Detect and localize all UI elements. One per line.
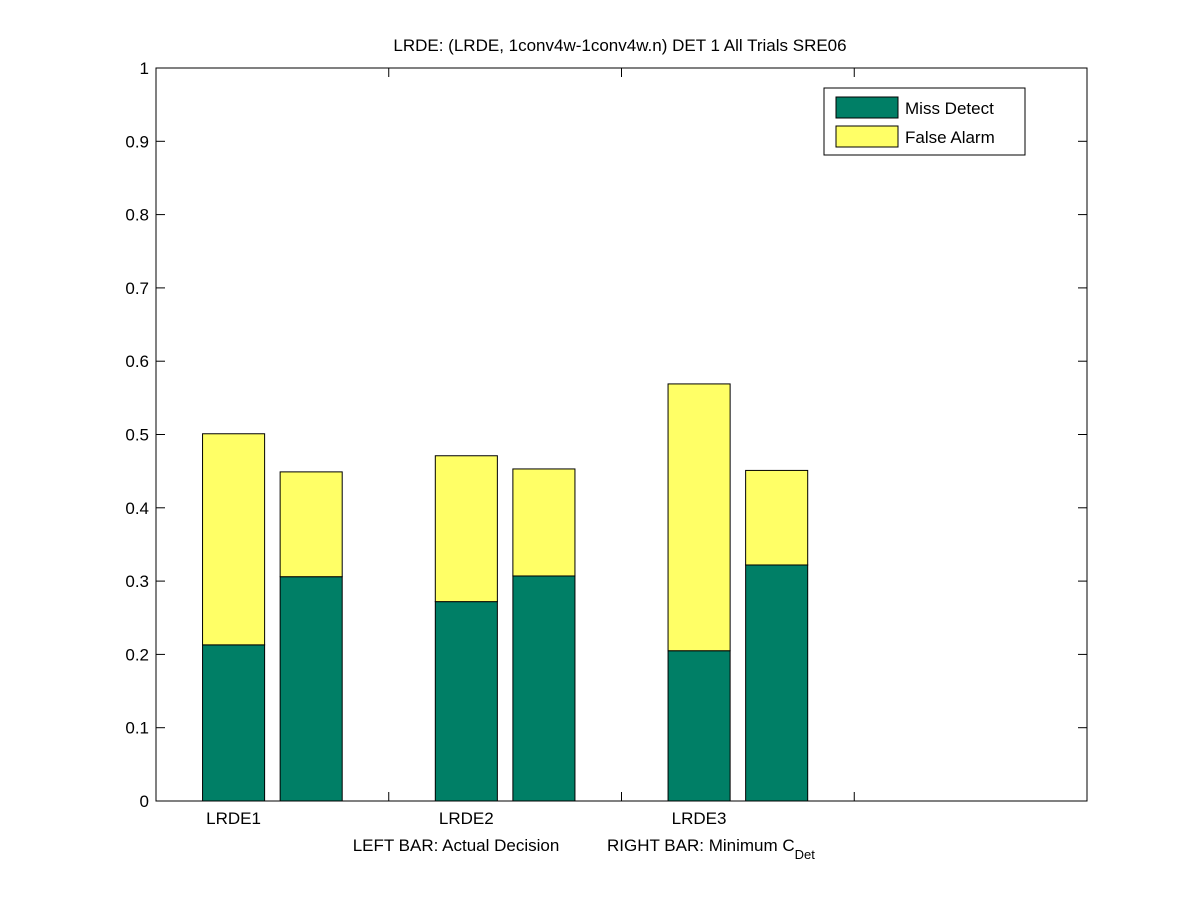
chart-title: LRDE: (LRDE, 1conv4w-1conv4w.n) DET 1 Al… [393,36,846,55]
x-category-label-lrde2: LRDE2 [439,809,494,828]
x-category-label-lrde1: LRDE1 [206,809,261,828]
bar-lrde2-left-false-alarm [434,455,498,603]
bar-lrde1-left-false-alarm [202,433,266,646]
y-tick-label-0: 0 [140,792,149,811]
bars-layer [202,383,809,802]
legend-swatch-false-alarm [835,125,899,148]
x-label-right: RIGHT BAR: Minimum CDet [607,836,815,862]
y-tick-label-5: 0.5 [125,426,149,445]
legend: Miss Detect False Alarm [823,87,1026,156]
bar-lrde3-right-false-alarm [745,469,809,566]
bar-lrde1-right-miss-detect [279,576,343,802]
bar-lrde3-left-false-alarm [667,383,731,652]
bar-lrde1-left-miss-detect [202,644,266,802]
legend-swatch-miss-detect [835,96,899,119]
bar-lrde3-right-miss-detect [745,564,809,802]
x-category-label-lrde3: LRDE3 [672,809,727,828]
bar-lrde2-left-miss-detect [434,601,498,802]
bar-lrde2-right-false-alarm [512,468,576,577]
y-tick-label-9: 0.9 [125,132,149,151]
x-label-right-subscript: Det [795,847,816,862]
y-tick-label-10: 1 [140,59,149,78]
bar-lrde1-right-false-alarm [279,471,343,578]
bar-lrde2-right-miss-detect [512,575,576,802]
x-label-right-main: RIGHT BAR: Minimum C [607,836,795,855]
y-tick-label-1: 0.1 [125,719,149,738]
legend-label-false-alarm: False Alarm [905,128,995,147]
y-tick-label-2: 0.2 [125,645,149,664]
y-tick-label-7: 0.7 [125,279,149,298]
ticks-layer: 0 0.1 0.2 0.3 0.4 0.5 0.6 0.7 0.8 0.9 1 LRDE1 LRDE2 L… [125,59,1088,828]
bar-lrde3-left-miss-detect [667,650,731,802]
y-tick-label-4: 0.4 [125,499,149,518]
legend-label-miss-detect: Miss Detect [905,99,994,118]
y-tick-label-3: 0.3 [125,572,149,591]
x-label-left: LEFT BAR: Actual Decision [353,836,560,855]
y-tick-label-6: 0.6 [125,352,149,371]
y-tick-label-8: 0.8 [125,206,149,225]
